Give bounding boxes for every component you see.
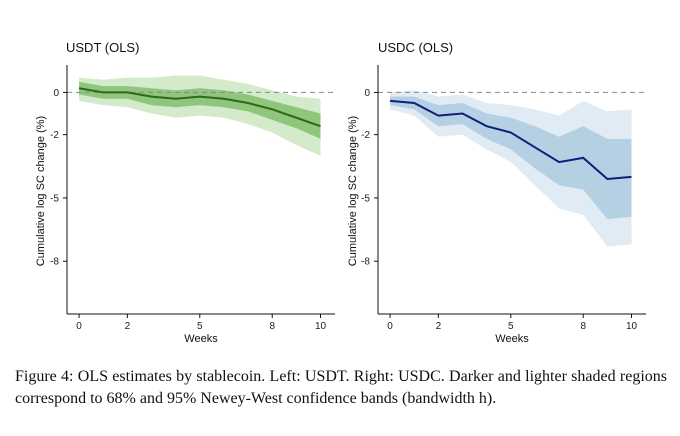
usdt-panel: USDT (OLS) 0 -2 -5 -8 0 2 5 8 10 Cumulative log… (35, 40, 335, 345)
usdc-y-tick-label: -8 (361, 257, 370, 268)
usdc-y-axis-title: Cumulative log SC change (%) (347, 116, 359, 266)
usdc-x-tick-label: 0 (387, 321, 393, 332)
usdc-panel-title: USDC (OLS) (378, 40, 453, 55)
usdt-y-tick-label: 0 (53, 88, 59, 99)
usdc-panel: USDC (OLS) 0 -2 -5 -8 0 2 5 8 10 Cumulative log… (347, 40, 646, 345)
usdc-y-tick-label: -5 (361, 193, 370, 204)
usdc-x-tick-label: 5 (508, 321, 514, 332)
usdc-estimate-line (389, 99, 632, 180)
figure-charts: USDT (OLS) 0 -2 -5 -8 0 2 5 8 10 Cumulative log… (35, 40, 646, 345)
usdt-x-axis-title: Weeks (184, 333, 218, 345)
usdc-y-tick-label: 0 (364, 88, 370, 99)
usdt-x-ticks: 0 2 5 8 10 (76, 314, 327, 332)
usdt-x-tick-label: 10 (315, 321, 327, 332)
usdt-y-tick-label: -2 (50, 130, 59, 141)
usdc-x-tick-label: 2 (436, 321, 442, 332)
usdt-y-tick-label: -5 (50, 193, 59, 204)
usdt-estimate-line (78, 87, 321, 128)
usdc-band-95 (390, 90, 632, 247)
usdc-y-ticks: 0 -2 -5 -8 (361, 88, 378, 268)
usdt-panel-title: USDT (OLS) (66, 40, 139, 55)
usdt-x-tick-label: 2 (125, 321, 131, 332)
usdc-x-tick-label: 10 (626, 321, 638, 332)
usdt-x-tick-label: 8 (269, 321, 275, 332)
usdt-y-ticks: 0 -2 -5 -8 (50, 88, 67, 268)
usdc-x-axis-title: Weeks (495, 333, 529, 345)
usdt-band-68 (79, 81, 321, 139)
usdt-y-tick-label: -8 (50, 257, 59, 268)
usdc-y-tick-label: -2 (361, 130, 370, 141)
usdt-x-tick-label: 5 (197, 321, 203, 332)
usdc-x-ticks: 0 2 5 8 10 (387, 314, 638, 332)
usdt-y-axis-title: Cumulative log SC change (%) (35, 116, 47, 266)
usdc-x-tick-label: 8 (580, 321, 586, 332)
figure-caption: Figure 4: OLS estimates by stablecoin. L… (15, 368, 667, 407)
usdt-x-tick-label: 0 (76, 321, 82, 332)
